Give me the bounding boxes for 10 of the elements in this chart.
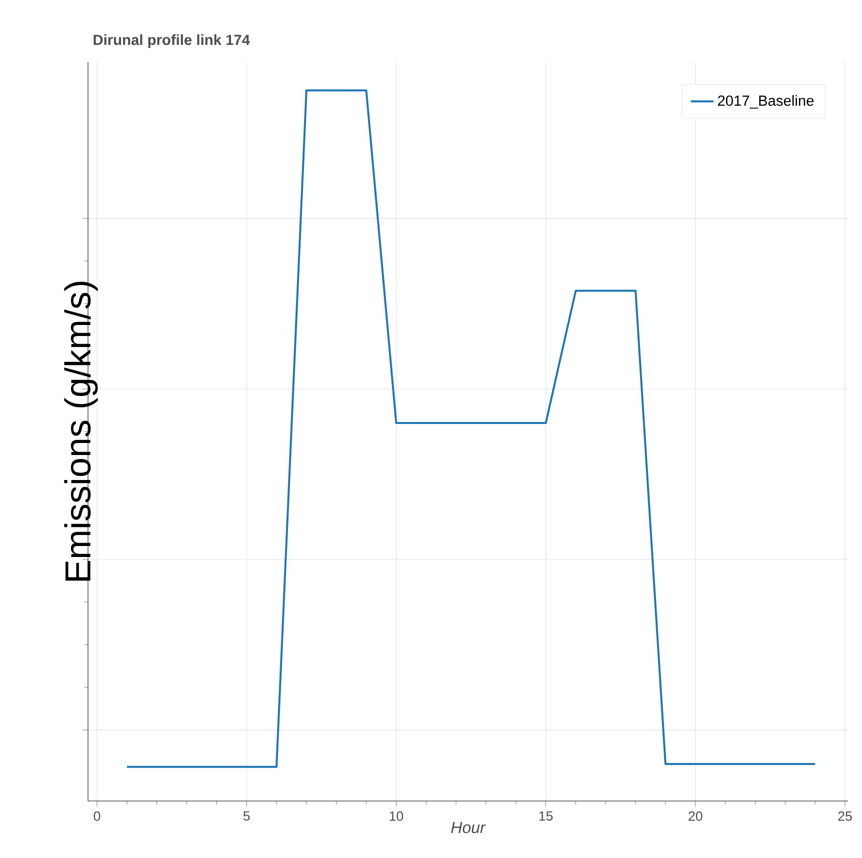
x-tick-label: 25 — [838, 811, 852, 821]
y-axis-title: Emissions (g/km/s) — [64, 282, 98, 581]
x-tick-label: 20 — [688, 811, 702, 821]
x-tick-label: 10 — [390, 811, 404, 821]
legend-label: 2017_Baseline — [718, 95, 814, 109]
x-tick-label: 0 — [94, 811, 100, 821]
x-tick-label: 5 — [243, 811, 250, 821]
chart-title: Dirunal profile link 174 — [94, 34, 250, 48]
x-axis-title: Hour — [451, 822, 486, 834]
x-tick-label: 15 — [539, 811, 553, 821]
